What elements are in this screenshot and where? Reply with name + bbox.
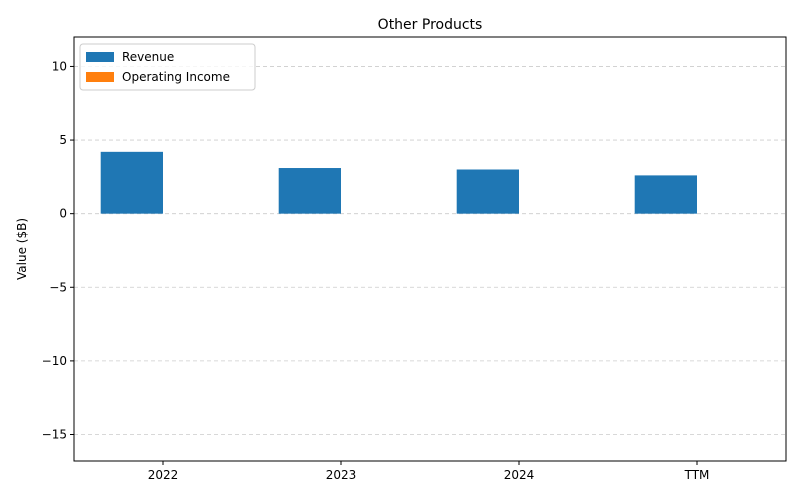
bar-revenue xyxy=(100,151,163,214)
legend-swatch xyxy=(86,52,114,62)
y-axis-title: Value ($B) xyxy=(15,218,29,280)
x-axis-ticks: 2022 2023 2024 TTM xyxy=(148,461,710,482)
bar-revenue xyxy=(634,175,697,214)
y-axis-ticks: −15 −10 −5 0 5 10 xyxy=(42,59,74,442)
y-tick-label: −5 xyxy=(49,280,67,294)
legend-swatch xyxy=(86,72,114,82)
x-tick-label: TTM xyxy=(684,468,710,482)
legend-label: Operating Income xyxy=(122,70,230,84)
x-tick-label: 2024 xyxy=(504,468,535,482)
plot-frame xyxy=(73,36,787,462)
x-tick-label: 2022 xyxy=(148,468,179,482)
legend-label: Revenue xyxy=(122,50,174,64)
bar-revenue xyxy=(278,168,341,214)
x-tick-label: 2023 xyxy=(326,468,357,482)
y-tick-label: 5 xyxy=(59,133,67,147)
y-tick-label: 0 xyxy=(59,207,67,221)
y-tick-label: −10 xyxy=(42,354,67,368)
chart-title: Other Products xyxy=(378,17,483,33)
bar-revenue xyxy=(456,169,519,214)
y-tick-label: −15 xyxy=(42,428,67,442)
legend-box xyxy=(79,43,256,91)
bars xyxy=(100,151,697,214)
y-tick-label: 10 xyxy=(52,59,67,73)
legend: Revenue Operating Income xyxy=(79,43,256,91)
grid-lines xyxy=(74,66,786,435)
